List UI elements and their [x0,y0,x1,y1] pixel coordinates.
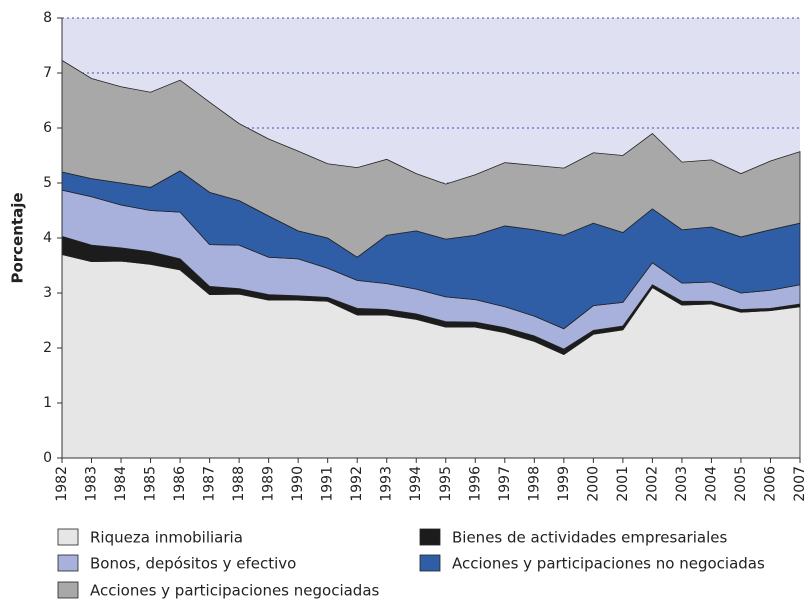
legend-swatch [57,581,79,599]
y-tick-label: 0 [43,450,52,466]
x-tick-label: 1993 [379,466,395,502]
x-tick-label: 1982 [54,466,70,502]
x-tick-label: 2003 [674,466,690,502]
x-tick-label: 2002 [644,466,660,502]
y-axis-label: Porcentaje [9,192,27,283]
y-tick-label: 5 [43,175,52,191]
x-tick-label: 2005 [733,466,749,502]
x-tick-label: 2006 [762,466,778,502]
legend-label: Bonos, depósitos y efectivo [90,555,296,573]
x-tick-label: 1985 [143,466,159,502]
x-tick-label: 2004 [703,466,719,502]
legend-swatch [57,554,79,572]
y-tick-label: 7 [43,65,52,81]
x-tick-label: 2007 [792,466,807,502]
x-tick-label: 1999 [556,466,572,502]
x-tick-label: 1998 [526,466,542,502]
legend-label: Acciones y participaciones negociadas [90,582,380,600]
y-tick-label: 2 [43,340,52,356]
x-tick-label: 1987 [202,466,218,502]
x-tick-label: 1997 [497,466,513,502]
x-tick-label: 1991 [320,466,336,502]
legend-label: Acciones y participaciones no negociadas [452,555,765,573]
y-tick-label: 8 [43,10,52,26]
x-tick-label: 2001 [615,466,631,502]
x-tick-label: 1989 [261,466,277,502]
area [61,59,801,258]
x-tick-label: 1994 [408,466,424,502]
x-tick-label: 1984 [113,466,129,502]
x-tick-label: 1992 [349,466,365,502]
x-tick-label: 1995 [438,466,454,502]
legend-label: Bienes de actividades empresariales [452,529,727,547]
y-tick-label: 1 [43,395,52,411]
x-tick-label: 1986 [172,466,188,502]
legend-swatch [419,528,441,546]
legend-swatch [57,528,79,546]
x-tick-label: 1990 [290,466,306,502]
legend-label: Riqueza inmobiliaria [90,529,243,547]
y-tick-label: 3 [43,285,52,301]
legend-swatch [419,554,441,572]
y-tick-label: 4 [43,230,52,246]
x-tick-label: 2000 [585,466,601,502]
y-tick-label: 6 [43,120,52,136]
x-tick-label: 1983 [84,466,100,502]
x-tick-label: 1996 [467,466,483,502]
x-tick-label: 1988 [231,466,247,502]
